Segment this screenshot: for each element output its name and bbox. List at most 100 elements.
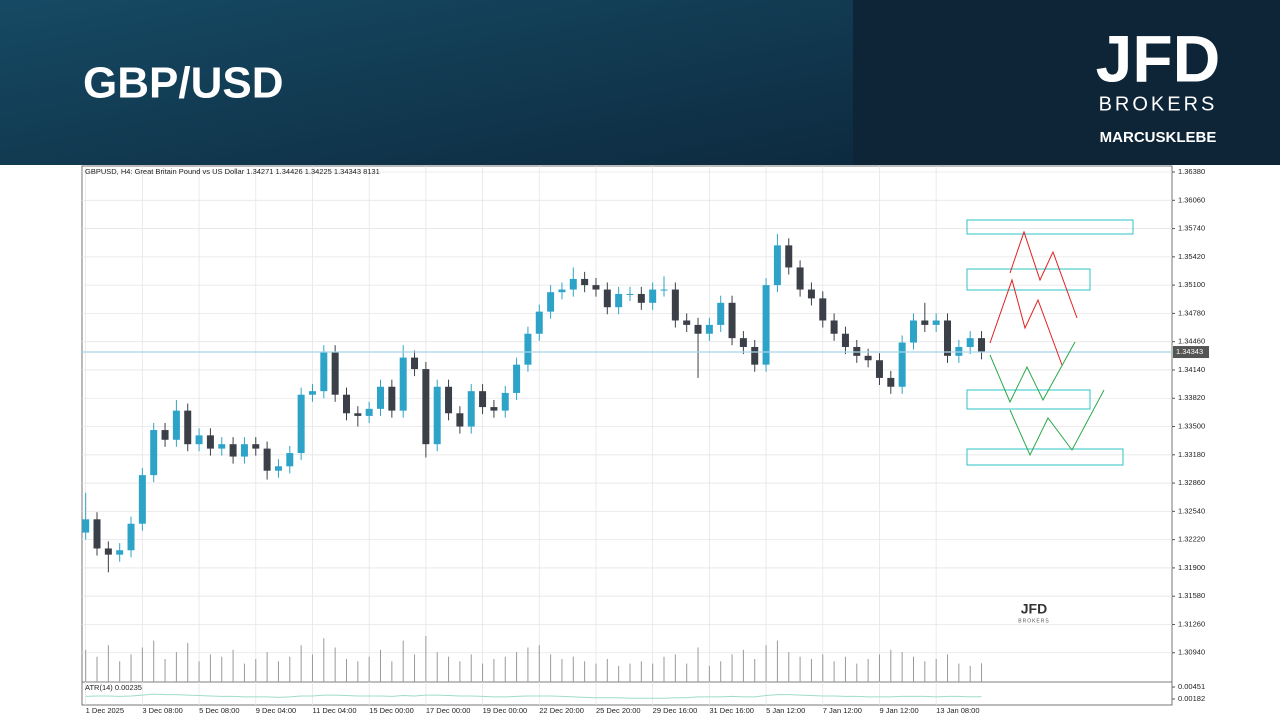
candle-body (467, 391, 475, 427)
header-logo-band (853, 0, 1280, 165)
candle-body (286, 453, 294, 467)
candle-body (547, 292, 555, 312)
candle-body (138, 475, 146, 524)
candle-body (671, 289, 679, 321)
path-arrow (989, 278, 1063, 366)
x-tick-label: 29 Dec 16:00 (653, 706, 698, 715)
candle-body (116, 550, 124, 555)
candle-body (603, 289, 611, 308)
candle-body (955, 346, 963, 356)
candle-body (898, 342, 906, 387)
y-tick-label: 1.34780 (1178, 308, 1205, 317)
author: MARCUSKLEBE (1100, 129, 1217, 146)
candle-body (93, 519, 101, 549)
candle-body (853, 346, 861, 356)
y-tick-label: 1.32860 (1178, 478, 1205, 487)
candle-body (388, 386, 396, 411)
candle-body (921, 320, 929, 325)
zone (966, 268, 1091, 291)
candle-body (331, 352, 339, 395)
x-tick-label: 17 Dec 00:00 (426, 706, 471, 715)
atr-label: ATR(14) 0.00235 (85, 683, 142, 692)
y-tick-label: 1.31900 (1178, 563, 1205, 572)
candle-body (978, 338, 986, 353)
logo-sub: BROKERS (1099, 93, 1218, 115)
x-tick-label: 25 Dec 20:00 (596, 706, 641, 715)
candle-body (841, 333, 849, 347)
last-price-label: 1.34343 (1176, 347, 1203, 356)
plot-frame (81, 165, 1173, 706)
candle-body (875, 360, 883, 378)
chart-info: GBPUSD, H4: Great Britain Pound vs US Do… (85, 167, 380, 176)
candle-body (445, 386, 453, 414)
path-arrow (989, 341, 1076, 404)
x-tick-label: 11 Dec 04:00 (312, 706, 356, 715)
candle-body (581, 278, 589, 286)
candle-body (558, 289, 566, 293)
y-tick-label: 1.30940 (1178, 648, 1205, 657)
header-band (0, 0, 853, 165)
candle-body (569, 278, 577, 290)
candle-body (490, 407, 498, 411)
x-tick-label: 7 Jan 12:00 (823, 706, 862, 715)
candle-body (308, 391, 316, 395)
path-arrow (1009, 230, 1078, 319)
watermark: JFD (1021, 601, 1047, 617)
candle-body (660, 289, 668, 291)
candle-body (365, 408, 373, 416)
candle-body (411, 357, 419, 370)
candle-body (342, 394, 350, 414)
candle-body (479, 391, 487, 408)
candle-body (456, 413, 464, 427)
x-tick-label: 5 Jan 12:00 (766, 706, 805, 715)
candle-body (830, 320, 838, 334)
candle-body (807, 289, 815, 299)
last-price-box (1173, 346, 1209, 359)
header-title: GBP/USD (83, 59, 283, 108)
x-tick-label: 31 Dec 16:00 (709, 706, 754, 715)
x-tick-label: 9 Jan 12:00 (879, 706, 918, 715)
candle-body (535, 311, 543, 334)
candle-body (127, 523, 135, 551)
y-tick-label: 1.32540 (1178, 506, 1205, 515)
candle-body (240, 444, 248, 457)
y-tick-label: 1.34140 (1178, 365, 1205, 374)
candle-body (184, 410, 192, 445)
candle-body (728, 302, 736, 339)
candle-body (796, 267, 804, 290)
candle-body (172, 410, 180, 440)
candle-body (966, 338, 974, 347)
marks (82, 233, 1172, 699)
zone (966, 219, 1134, 235)
candle-body (773, 245, 781, 286)
candle-body (932, 320, 940, 325)
candle-body (206, 435, 214, 449)
candle-body (252, 444, 260, 449)
zone (966, 448, 1124, 466)
candle-body (195, 435, 203, 445)
candle-body (887, 377, 895, 387)
candle-body (297, 394, 305, 454)
x-tick-label: 19 Dec 00:00 (483, 706, 528, 715)
grid (82, 166, 1172, 705)
candle-body (944, 320, 952, 356)
candle-body (82, 519, 90, 533)
x-tick-label: 3 Dec 08:00 (142, 706, 182, 715)
x-tick-label: 15 Dec 00:00 (369, 706, 414, 715)
candle-body (864, 355, 872, 361)
candle-body (637, 293, 645, 303)
candle-body (717, 302, 725, 325)
candle-body (104, 548, 112, 555)
y-tick-label: 1.36060 (1178, 195, 1205, 204)
x-tick-label: 1 Dec 2025 (86, 706, 124, 715)
logo: JFD (1096, 21, 1221, 95)
candle-body (354, 413, 362, 416)
candle-body (626, 293, 634, 295)
y-tick-label: 1.33820 (1178, 393, 1205, 402)
candle-body (422, 369, 430, 445)
atr-tick-label: 0.00182 (1178, 694, 1205, 703)
candle-body (263, 448, 271, 471)
candle-body (524, 333, 532, 365)
